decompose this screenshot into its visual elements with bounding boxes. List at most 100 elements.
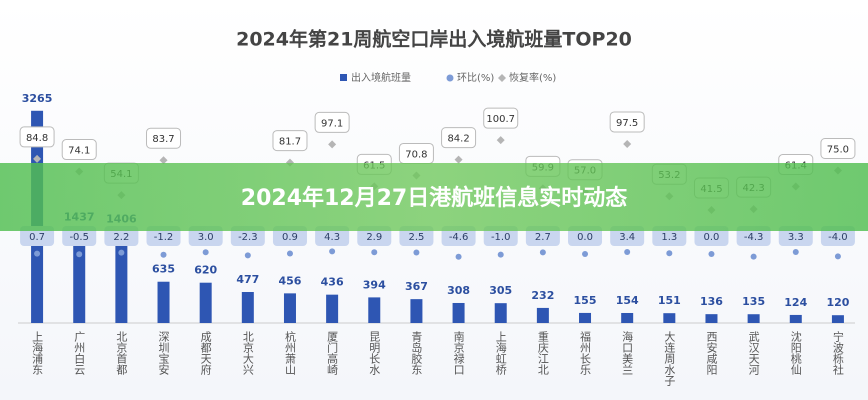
- yoy-label: 2.2: [113, 232, 129, 243]
- yoy-label: -2.3: [238, 232, 258, 243]
- recovery-label-box: [314, 111, 350, 133]
- bar: [452, 302, 465, 323]
- yoy-marker: [497, 251, 504, 258]
- yoy-label: 0.0: [704, 232, 720, 243]
- yoy-label: 3.0: [198, 232, 214, 243]
- x-tick-label: 上海浦东: [31, 331, 44, 375]
- yoy-marker: [371, 249, 378, 256]
- bar: [199, 282, 212, 323]
- bar-value-label: 120: [826, 296, 849, 309]
- yoy-marker: [286, 250, 293, 257]
- recovery-label: 84.8: [26, 133, 48, 144]
- yoy-marker: [666, 250, 673, 257]
- yoy-label: 4.3: [324, 232, 340, 243]
- x-tick-label: 厦门高崎: [326, 331, 339, 375]
- bar: [621, 312, 634, 323]
- yoy-marker: [244, 252, 251, 259]
- bar-value-label: 136: [700, 295, 723, 308]
- legend-swatch: [446, 74, 454, 82]
- bar: [283, 293, 296, 323]
- x-tick-label: 海口美兰: [621, 330, 634, 375]
- x-tick-label: 青岛胶东: [410, 331, 423, 375]
- bar: [241, 291, 254, 323]
- bar-value-label: 456: [278, 274, 301, 287]
- bar-value-label: 232: [531, 289, 554, 302]
- recovery-marker: [33, 154, 42, 163]
- legend-label: 恢复率(%): [509, 71, 556, 84]
- bar: [831, 315, 844, 323]
- recovery-label: 81.7: [279, 137, 301, 148]
- x-tick-label: 武汉天河: [747, 331, 760, 375]
- yoy-label: 1.3: [661, 232, 677, 243]
- yoy-label: 0.9: [282, 232, 298, 243]
- bar-value-label: 308: [447, 284, 470, 297]
- yoy-marker: [624, 248, 631, 255]
- legend-swatch: [340, 74, 347, 81]
- yoy-marker: [329, 248, 336, 255]
- x-tick-label: 宁波栎社: [831, 330, 844, 376]
- recovery-marker: [623, 139, 632, 148]
- x-tick-label: 深圳宝安: [157, 331, 170, 376]
- bar: [789, 314, 802, 323]
- yoy-label: -4.3: [744, 232, 764, 243]
- yoy-marker: [792, 249, 799, 256]
- bar-value-label: 135: [742, 295, 765, 308]
- bar: [115, 231, 128, 323]
- recovery-label-box: [609, 111, 645, 133]
- x-tick-label: 成都天府: [199, 331, 212, 376]
- recovery-label-box: [19, 126, 55, 148]
- bar: [410, 299, 423, 323]
- yoy-marker: [118, 249, 125, 256]
- x-tick-label: 上海虹桥: [494, 331, 507, 376]
- x-tick-label: 北京首都: [115, 331, 128, 375]
- yoy-label: -4.0: [828, 232, 848, 243]
- recovery-label-box: [483, 107, 519, 129]
- x-tick-label: 重庆江北: [536, 330, 549, 375]
- recovery-marker: [159, 156, 168, 165]
- yoy-label: 3.4: [619, 232, 635, 243]
- yoy-marker: [708, 251, 715, 257]
- bar: [494, 303, 507, 323]
- x-tick-label: 广州白云: [73, 331, 86, 376]
- recovery-label-box: [61, 139, 97, 161]
- bar-value-label: 394: [363, 278, 386, 291]
- bar-value-label: 477: [236, 273, 259, 286]
- bar-value-label: 151: [658, 294, 681, 307]
- recovery-label-box: [146, 127, 182, 149]
- recovery-label-box: [820, 138, 856, 159]
- banner: [0, 163, 868, 231]
- recovery-label: 97.5: [616, 118, 638, 129]
- bar: [157, 281, 170, 323]
- bar-value-label: 124: [784, 296, 807, 309]
- yoy-marker: [413, 249, 420, 256]
- bar: [579, 312, 592, 323]
- yoy-label: 2.7: [535, 232, 551, 243]
- x-tick-label: 福州长乐: [579, 330, 592, 375]
- bar: [536, 307, 549, 323]
- recovery-label: 84.2: [447, 134, 469, 145]
- recovery-marker: [328, 140, 337, 149]
- x-tick-label: 大连周水子: [663, 330, 676, 386]
- yoy-label: -4.6: [449, 232, 469, 243]
- recovery-label-box: [441, 127, 477, 149]
- x-tick-label: 南京禄口: [452, 331, 465, 375]
- bar-value-label: 635: [152, 263, 175, 276]
- yoy-marker: [76, 251, 83, 258]
- bar: [326, 294, 339, 323]
- bar: [663, 313, 676, 323]
- yoy-label: -1.0: [491, 232, 511, 243]
- x-tick-label: 沈阳桃仙: [789, 330, 802, 375]
- yoy-marker: [750, 253, 757, 260]
- recovery-marker: [454, 155, 463, 164]
- recovery-label: 97.1: [321, 118, 343, 129]
- recovery-label: 75.0: [827, 145, 849, 156]
- legend-label: 出入境航班量: [351, 71, 411, 84]
- legend-swatch: [498, 74, 506, 82]
- bar-value-label: 155: [574, 294, 597, 307]
- x-tick-label: 西安咸阳: [705, 331, 718, 375]
- yoy-marker: [455, 253, 462, 260]
- yoy-label: 2.9: [366, 232, 382, 243]
- x-tick-label: 昆明长水: [368, 331, 381, 375]
- yoy-label: 2.5: [408, 232, 424, 243]
